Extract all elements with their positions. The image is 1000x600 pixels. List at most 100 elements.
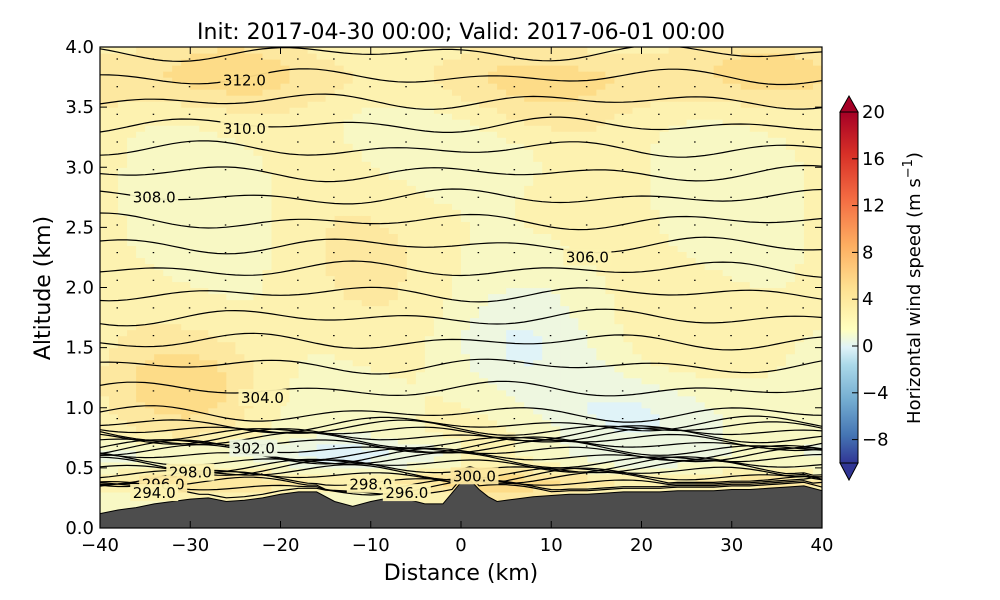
field-cell <box>641 209 652 216</box>
field-cell <box>109 383 119 391</box>
field-cell <box>497 401 507 409</box>
field-cell <box>632 101 643 108</box>
field-cell <box>316 101 327 108</box>
field-cell <box>614 227 625 234</box>
field-cell <box>208 257 218 265</box>
field-cell <box>632 53 643 60</box>
field-cell <box>605 425 616 433</box>
field-cell <box>569 371 579 379</box>
field-cell <box>190 149 200 156</box>
field-cell <box>307 173 318 180</box>
field-cell <box>136 407 146 415</box>
field-cell <box>415 359 426 367</box>
field-cell <box>479 257 489 265</box>
field-cell <box>415 383 426 391</box>
field-cell <box>596 401 607 409</box>
field-cell <box>316 395 327 403</box>
field-cell <box>199 47 209 54</box>
field-cell <box>632 419 643 427</box>
field-cell <box>406 425 417 433</box>
field-cell <box>307 209 318 216</box>
field-cell <box>118 335 128 343</box>
field-cell <box>415 71 426 78</box>
field-cell <box>424 371 435 379</box>
field-cell <box>298 263 309 271</box>
field-cell <box>659 473 670 481</box>
field-cell <box>280 371 291 379</box>
field-cell <box>614 47 625 54</box>
field-cell <box>289 317 300 325</box>
field-cell <box>406 281 417 289</box>
field-cell <box>569 383 579 391</box>
field-cell <box>542 431 552 439</box>
field-cell <box>515 161 525 168</box>
field-cell <box>190 155 200 162</box>
field-cell <box>451 149 462 156</box>
field-cell <box>127 77 137 84</box>
field-cell <box>136 353 146 361</box>
field-cell <box>100 197 110 204</box>
field-cell <box>641 419 652 427</box>
field-cell <box>307 329 318 337</box>
field-cell <box>415 293 426 301</box>
field-cell <box>163 113 173 120</box>
field-cell <box>397 455 408 463</box>
field-cell <box>433 485 444 493</box>
field-cell <box>596 281 607 289</box>
field-cell <box>181 137 191 144</box>
field-cell <box>127 275 137 283</box>
field-cell <box>623 383 634 391</box>
field-cell <box>316 245 327 253</box>
field-cell <box>379 179 390 186</box>
field-cell <box>533 101 543 108</box>
field-cell <box>388 275 399 283</box>
field-cell <box>199 341 209 349</box>
field-cell <box>506 257 516 265</box>
field-cell <box>289 413 300 421</box>
field-cell <box>316 413 327 421</box>
field-cell <box>406 125 417 132</box>
field-cell <box>406 455 417 463</box>
field-cell <box>632 329 643 337</box>
field-cell <box>424 317 435 325</box>
field-cell <box>100 269 110 277</box>
field-cell <box>515 137 525 144</box>
field-cell <box>244 113 255 120</box>
field-cell <box>325 383 336 391</box>
field-cell <box>433 371 444 379</box>
field-cell <box>109 179 119 186</box>
field-cell <box>596 233 607 240</box>
field-cell <box>461 455 471 463</box>
field-cell <box>560 431 570 439</box>
field-cell <box>181 119 191 126</box>
field-cell <box>307 239 318 247</box>
field-cell <box>623 245 634 253</box>
field-cell <box>461 323 471 331</box>
field-cell <box>289 257 300 265</box>
field-cell <box>479 311 489 319</box>
field-cell <box>226 479 236 487</box>
field-cell <box>479 137 489 144</box>
field-cell <box>551 107 561 114</box>
field-cell <box>181 167 191 174</box>
field-cell <box>605 293 616 301</box>
field-cell <box>325 281 336 289</box>
field-cell <box>163 305 173 313</box>
field-cell <box>163 215 173 222</box>
field-cell <box>253 197 264 204</box>
field-cell <box>154 383 164 391</box>
field-cell <box>551 425 561 433</box>
field-cell <box>451 119 462 126</box>
field-cell <box>614 203 625 210</box>
field-cell <box>289 293 300 301</box>
field-cell <box>280 191 291 198</box>
field-cell <box>244 107 255 114</box>
field-cell <box>479 53 489 60</box>
field-cell <box>361 65 372 72</box>
field-cell <box>497 119 507 126</box>
field-cell <box>506 221 516 228</box>
field-cell <box>470 275 480 283</box>
field-cell <box>307 485 318 493</box>
field-cell <box>659 317 670 325</box>
field-cell <box>578 431 588 439</box>
